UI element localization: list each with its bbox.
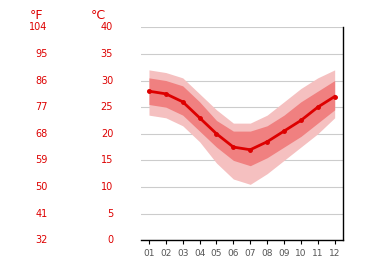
Text: 5: 5: [107, 209, 113, 219]
Text: 32: 32: [35, 235, 47, 245]
Text: °C: °C: [91, 9, 106, 22]
Text: 20: 20: [101, 129, 113, 139]
Text: 15: 15: [101, 155, 113, 165]
Text: 40: 40: [101, 22, 113, 32]
Text: 59: 59: [35, 155, 47, 165]
Text: 77: 77: [35, 102, 47, 112]
Text: 41: 41: [35, 209, 47, 219]
Text: °F: °F: [30, 9, 43, 22]
Text: 35: 35: [101, 49, 113, 59]
Text: 95: 95: [35, 49, 47, 59]
Text: 68: 68: [35, 129, 47, 139]
Text: 0: 0: [107, 235, 113, 245]
Text: 86: 86: [35, 76, 47, 85]
Text: 50: 50: [35, 182, 47, 192]
Text: 25: 25: [101, 102, 113, 112]
Text: 10: 10: [101, 182, 113, 192]
Text: 104: 104: [29, 22, 47, 32]
Text: 30: 30: [101, 76, 113, 85]
